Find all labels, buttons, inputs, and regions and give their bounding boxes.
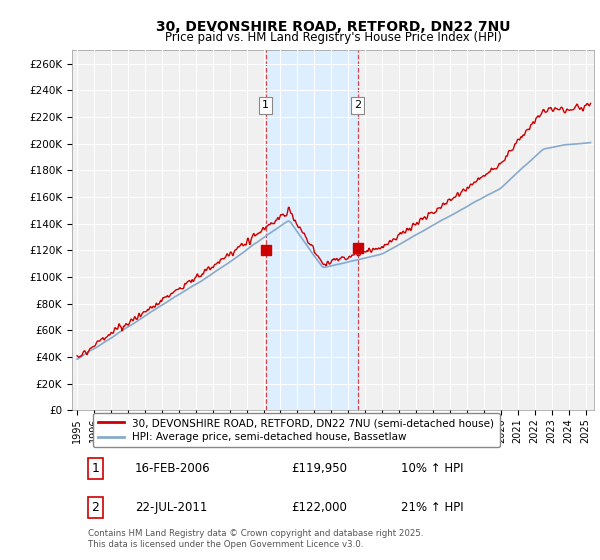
Bar: [266, 50, 358, 410]
Text: 10% ↑ HPI: 10% ↑ HPI: [401, 462, 463, 475]
Text: 16-FEB-2006: 16-FEB-2006: [134, 462, 210, 475]
Text: Contains HM Land Registry data © Crown copyright and database right 2025.
This d: Contains HM Land Registry data © Crown c…: [88, 529, 423, 549]
Text: 2: 2: [92, 501, 100, 514]
Text: 30, DEVONSHIRE ROAD, RETFORD, DN22 7NU: 30, DEVONSHIRE ROAD, RETFORD, DN22 7NU: [156, 20, 510, 34]
Text: £122,000: £122,000: [291, 501, 347, 514]
Text: 21% ↑ HPI: 21% ↑ HPI: [401, 501, 463, 514]
Text: 1: 1: [92, 462, 100, 475]
Text: 22-JUL-2011: 22-JUL-2011: [134, 501, 207, 514]
Text: £119,950: £119,950: [291, 462, 347, 475]
Text: Price paid vs. HM Land Registry's House Price Index (HPI): Price paid vs. HM Land Registry's House …: [164, 31, 502, 44]
Text: 1: 1: [262, 100, 269, 110]
Text: 2: 2: [354, 100, 361, 110]
Legend: 30, DEVONSHIRE ROAD, RETFORD, DN22 7NU (semi-detached house), HPI: Average price: 30, DEVONSHIRE ROAD, RETFORD, DN22 7NU (…: [93, 413, 500, 447]
